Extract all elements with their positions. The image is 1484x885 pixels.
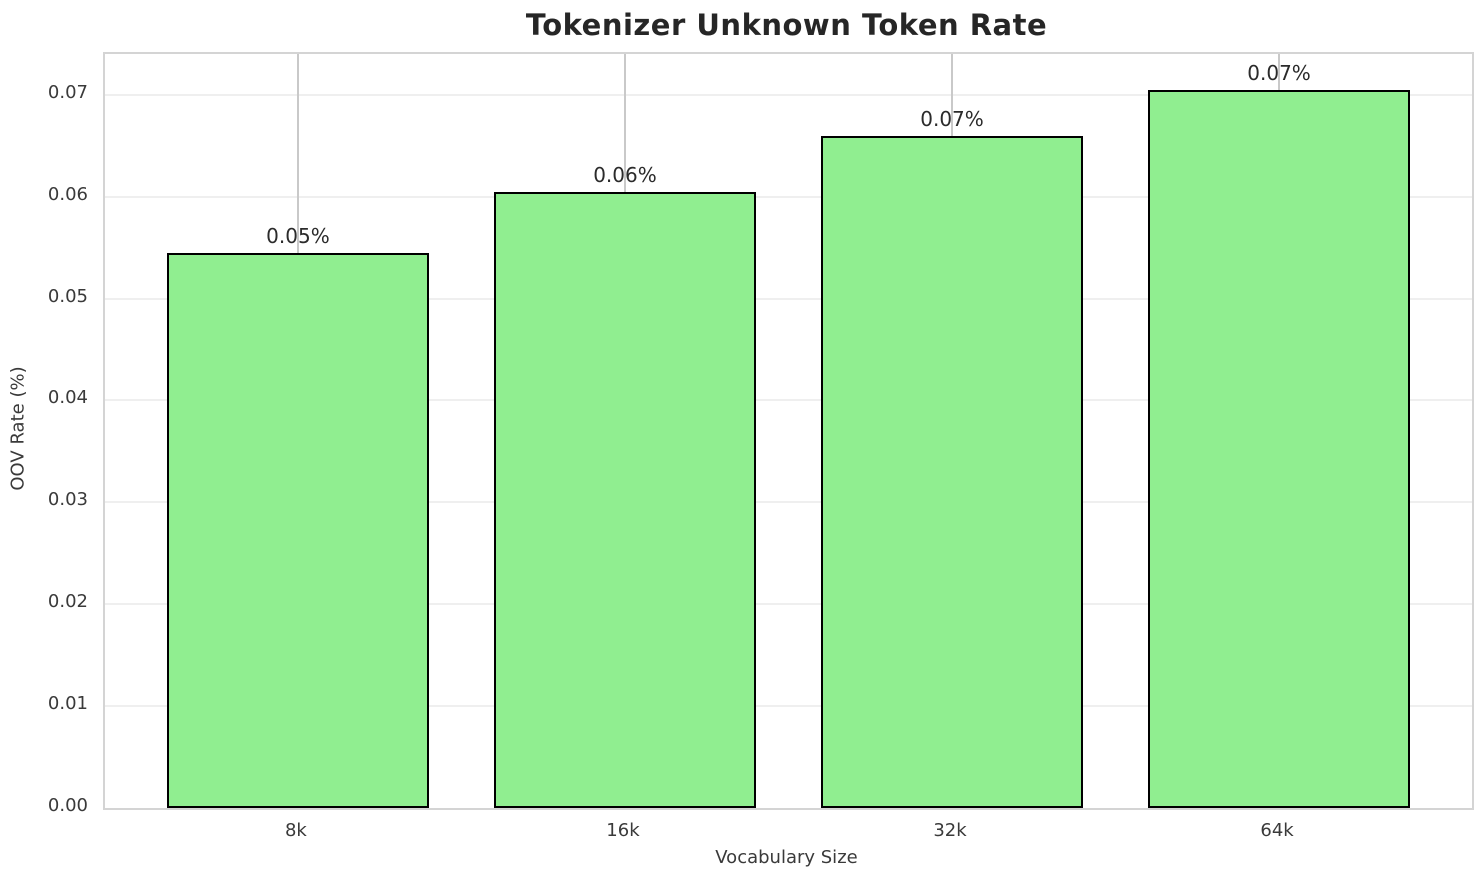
chart-title: Tokenizer Unknown Token Rate — [525, 8, 1048, 42]
y-tick-label: 0.05 — [47, 285, 88, 307]
bar-value-label: 0.07% — [920, 106, 984, 131]
h-gridline — [105, 93, 1472, 96]
bar-8k — [167, 252, 429, 808]
y-tick-label: 0.01 — [47, 693, 88, 715]
h-gridline — [105, 603, 1472, 606]
h-gridline — [105, 195, 1472, 198]
y-tick-label: 0.06 — [47, 183, 88, 205]
bar-64k — [1148, 89, 1410, 808]
x-tick-label: 8k — [284, 820, 307, 841]
y-tick-label: 0.00 — [47, 795, 88, 816]
x-tick-label: 16k — [606, 820, 640, 841]
x-tick-label: 32k — [933, 820, 967, 841]
h-gridline — [105, 399, 1472, 402]
bar-32k — [821, 135, 1083, 808]
y-axis-label: OOV Rate (%) — [7, 366, 29, 491]
bar-value-label: 0.05% — [266, 223, 330, 248]
bar-16k — [494, 191, 756, 808]
bar-value-label: 0.06% — [593, 162, 657, 187]
h-gridline — [105, 297, 1472, 300]
x-axis-label: Vocabulary Size — [715, 847, 858, 868]
bar-value-label: 0.07% — [1247, 60, 1311, 85]
y-tick-label: 0.03 — [47, 489, 88, 511]
plot-area: 0.05% 0.06% 0.07% 0.07% — [103, 52, 1474, 810]
y-tick-label: 0.07 — [47, 81, 88, 103]
x-tick-label: 64k — [1260, 820, 1294, 841]
h-gridline — [105, 501, 1472, 504]
y-tick-label: 0.04 — [47, 387, 88, 409]
y-tick-label: 0.02 — [47, 591, 88, 613]
h-gridline — [105, 705, 1472, 708]
